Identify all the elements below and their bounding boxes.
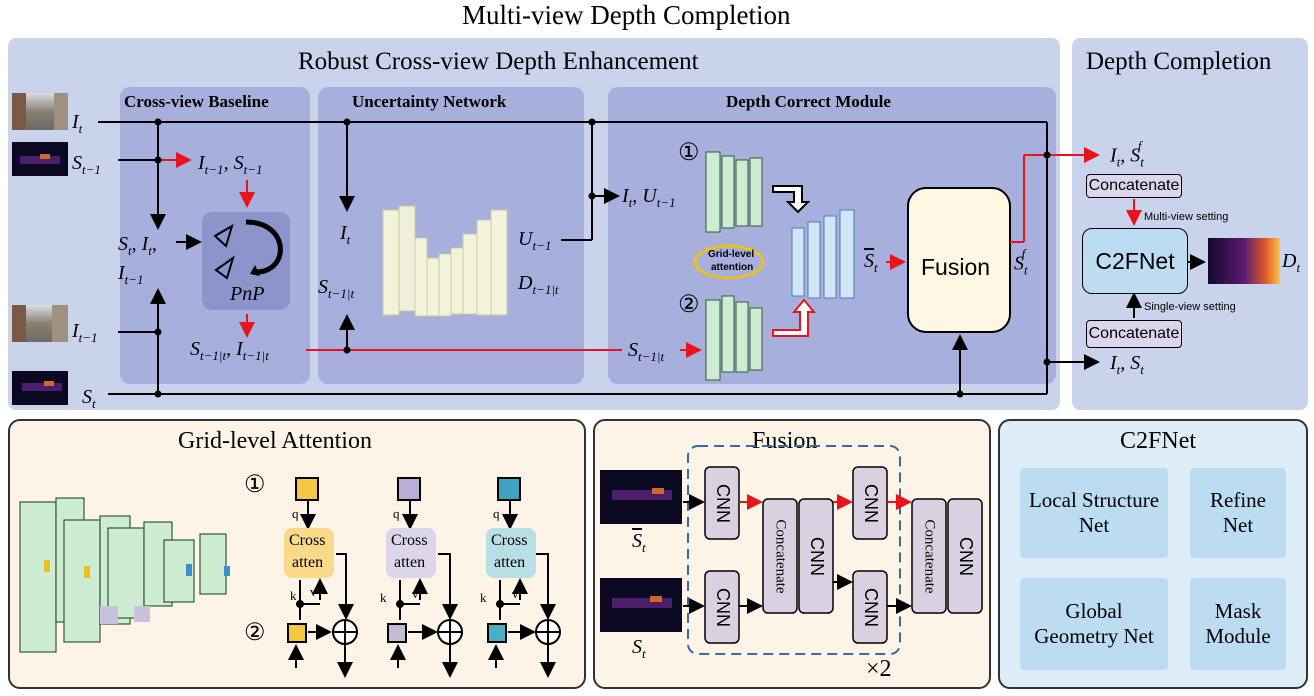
fusion-cnn-6: CNN: [955, 536, 976, 576]
ga-k-1: k: [290, 588, 297, 603]
label-I-S-t-1: It−1, St−1: [198, 152, 263, 177]
cross-3: Cross: [491, 532, 528, 549]
dcm-output-stack: [791, 209, 855, 299]
cross-atten-diagrams: [287, 477, 561, 678]
concat-top-box: Concatenate: [1086, 174, 1182, 198]
fusion-cnn-3: CNN: [806, 536, 827, 576]
dcm-marker-2: ②: [678, 292, 700, 318]
uncertainty-title: Uncertainty Network: [352, 92, 507, 111]
pnp-label: PnP: [230, 283, 265, 305]
ga-v-2: v: [412, 586, 419, 601]
label-U: Ut−1: [518, 228, 552, 253]
label-S-I-warped: St−1|t, It−1|t: [190, 338, 269, 363]
dcm-title: Depth Correct Module: [726, 92, 891, 111]
fusion-label: Fusion: [921, 254, 991, 280]
cross-1: Cross: [289, 532, 326, 549]
ga-marker-2: ②: [244, 620, 266, 646]
depth-thumb-t: [12, 371, 68, 405]
grid-attention-title: Grid-level Attention: [178, 428, 372, 454]
atten-3: atten: [494, 554, 526, 571]
label-S-t: St: [82, 386, 96, 411]
label-I-S-bottom: It, St: [1110, 352, 1144, 377]
fusion-times-two: ×2: [866, 656, 892, 682]
single-view-label: Single-view setting: [1144, 301, 1236, 313]
atten-1: atten: [292, 554, 324, 571]
depth-thumb-t-1: [12, 142, 68, 176]
c2fnet-panel-title: C2FNet: [1120, 428, 1197, 454]
label-unc-S: St−1|t: [318, 276, 355, 301]
multi-view-label: Multi-view setting: [1144, 211, 1229, 223]
depth-completion-title: Depth Completion: [1086, 48, 1272, 75]
uncertainty-panel: [318, 87, 584, 384]
fusion-cnn-4: CNN: [860, 483, 881, 523]
grid-attn-label-2: attention: [711, 262, 754, 273]
cross-2: Cross: [391, 532, 428, 549]
fusion-cnn-1: CNN: [712, 483, 733, 523]
ga-q-2: q: [393, 506, 400, 521]
label-S-bar: St: [864, 250, 878, 275]
fusion-concat-2: Concatenate: [921, 518, 938, 594]
label-S-t-1: St−1: [72, 152, 101, 177]
global-geometry-net: Global Geometry Net: [1020, 578, 1168, 670]
fusion-cnn-2: CNN: [712, 587, 733, 627]
main-title: Multi-view Depth Completion: [462, 0, 791, 30]
label-dcm-S: St−1|t: [628, 339, 665, 364]
refine-net: Refine Net: [1190, 468, 1286, 558]
uncertainty-network-blocks: [382, 205, 508, 317]
ga-v-3: v: [512, 586, 519, 601]
label-I-t-1: It−1: [72, 320, 98, 345]
label-D-t: Dt: [1282, 250, 1301, 275]
c2fnet-box: C2FNet: [1082, 228, 1188, 294]
label-I-Sf: It, Stf: [1110, 138, 1144, 170]
ga-q-3: q: [493, 506, 500, 521]
dcm-stack-1: [705, 151, 763, 233]
grid-feature-stacks: [19, 497, 227, 653]
ga-marker-1: ①: [244, 472, 266, 498]
label-I-U: It, Ut−1: [622, 185, 676, 210]
local-structure-net: Local Structure Net: [1020, 468, 1168, 558]
label-D: Dt−1|t: [518, 272, 559, 297]
ga-q-1: q: [292, 506, 299, 521]
depth-completion-panel: [1072, 38, 1308, 410]
label-S-f: Stf: [1014, 246, 1028, 278]
concat-bottom-box: Concatenate: [1086, 320, 1182, 348]
ga-k-2: k: [380, 590, 387, 605]
mask-module: Mask Module: [1190, 578, 1286, 670]
depth-output-thumb: [1208, 238, 1280, 284]
ga-v-1: v: [310, 584, 317, 599]
rgb-thumb-t: [12, 93, 68, 130]
fusion-st-label: St: [632, 636, 646, 661]
fusion-cnn-5: CNN: [860, 587, 881, 627]
ga-k-3: k: [480, 590, 487, 605]
fusion-panel-title: Fusion: [752, 428, 818, 454]
label-baseline-inputs: St, It, It−1: [118, 233, 157, 287]
rcde-title: Robust Cross-view Depth Enhancement: [298, 48, 699, 75]
dcm-marker-1: ①: [678, 140, 700, 166]
fusion-sbar-label: St: [632, 530, 646, 555]
rgb-thumb-t-1: [12, 305, 68, 342]
grid-attn-label-1: Grid-level: [708, 249, 755, 260]
label-unc-I-t: It: [340, 222, 351, 247]
dcm-stack-2: [705, 295, 763, 381]
atten-2: atten: [394, 554, 426, 571]
baseline-title: Cross-view Baseline: [124, 92, 269, 111]
label-I-t: It: [72, 111, 83, 136]
fusion-concat-1: Concatenate: [772, 518, 789, 594]
